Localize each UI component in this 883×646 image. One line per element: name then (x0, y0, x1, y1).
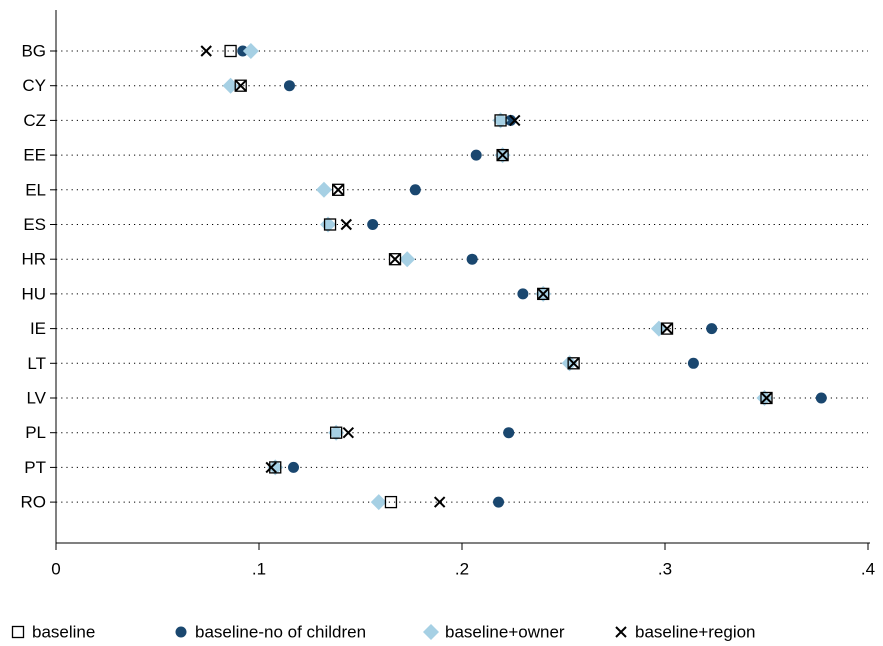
diamond-marker (492, 112, 509, 129)
x-marker (389, 253, 401, 265)
y-tick-label: RO (21, 493, 47, 512)
x-marker (332, 184, 344, 196)
y-tick-label: HU (21, 284, 46, 303)
x-tick-label: .1 (252, 559, 266, 578)
circle-marker (470, 149, 482, 161)
y-tick-label: BG (21, 41, 46, 60)
circle-marker (283, 80, 295, 92)
x-marker (661, 322, 673, 335)
circle-marker (706, 323, 718, 335)
legend-label: baseline+region (635, 622, 756, 641)
circle-marker (409, 184, 421, 196)
x-marker (340, 218, 352, 231)
y-tick-label: CY (22, 76, 46, 95)
legend-swatch (11, 625, 25, 639)
x-tick-label: 0 (51, 559, 60, 578)
y-tick-label: HR (21, 250, 46, 269)
diamond-marker (370, 494, 387, 511)
square-marker (323, 218, 337, 231)
y-tick-label: LV (26, 388, 46, 407)
circle-marker (237, 45, 249, 57)
y-tick-label: EL (25, 180, 46, 199)
y-tick-label: LT (27, 354, 46, 373)
square-marker (660, 322, 674, 335)
square-marker (269, 461, 282, 474)
legend-label: baseline-no of children (195, 622, 366, 641)
square-marker (224, 44, 237, 58)
x-marker (509, 114, 521, 127)
x-tick-label: .2 (455, 559, 469, 578)
legend-label: baseline (32, 622, 95, 641)
y-tick-label: IE (30, 319, 46, 338)
circle-marker (493, 496, 505, 508)
diamond-marker (315, 181, 332, 198)
square-marker (760, 391, 773, 405)
circle-marker (503, 427, 515, 439)
circle-marker (517, 288, 529, 300)
y-tick-label: CZ (23, 111, 46, 130)
circle-marker (815, 392, 827, 404)
x-tick-label: .4 (861, 559, 875, 578)
x-marker (342, 426, 355, 439)
legend-swatch (175, 626, 187, 638)
diamond-marker (267, 459, 284, 476)
x-tick-label: .3 (658, 559, 672, 578)
legend-item: baseline+owner (423, 622, 565, 641)
circle-marker (367, 219, 379, 230)
diamond-marker (561, 355, 578, 372)
x-marker (567, 357, 580, 370)
square-marker (234, 79, 247, 92)
y-tick-label: PL (25, 423, 46, 442)
square-marker (496, 148, 509, 162)
diamond-marker (242, 43, 259, 59)
square-marker (384, 495, 398, 509)
legend-swatch (615, 626, 627, 638)
square-marker (329, 426, 343, 439)
x-marker (265, 461, 277, 474)
legend-item: baseline-no of children (175, 622, 366, 641)
x-marker (537, 288, 549, 300)
legend-label: baseline+owner (445, 622, 565, 641)
x-marker (496, 149, 509, 161)
y-tick-label: PT (24, 458, 46, 477)
circle-marker (687, 357, 699, 369)
circle-marker (288, 461, 300, 473)
square-marker (567, 357, 580, 370)
x-marker (760, 392, 773, 404)
square-marker (388, 253, 402, 266)
x-marker (433, 496, 446, 508)
square-marker (537, 287, 550, 301)
y-tick-label: EE (23, 146, 46, 165)
square-marker (494, 114, 507, 127)
y-tick-label: ES (23, 215, 46, 234)
legend-item: baseline (11, 622, 95, 641)
x-marker (200, 45, 212, 57)
circle-marker (505, 114, 517, 126)
diamond-marker (399, 251, 416, 268)
square-marker (332, 183, 345, 196)
x-marker (235, 79, 247, 92)
legend-item: baseline+region (615, 622, 756, 641)
legend-swatch (423, 624, 439, 640)
diamond-marker (328, 424, 345, 441)
circle-marker (466, 253, 478, 265)
